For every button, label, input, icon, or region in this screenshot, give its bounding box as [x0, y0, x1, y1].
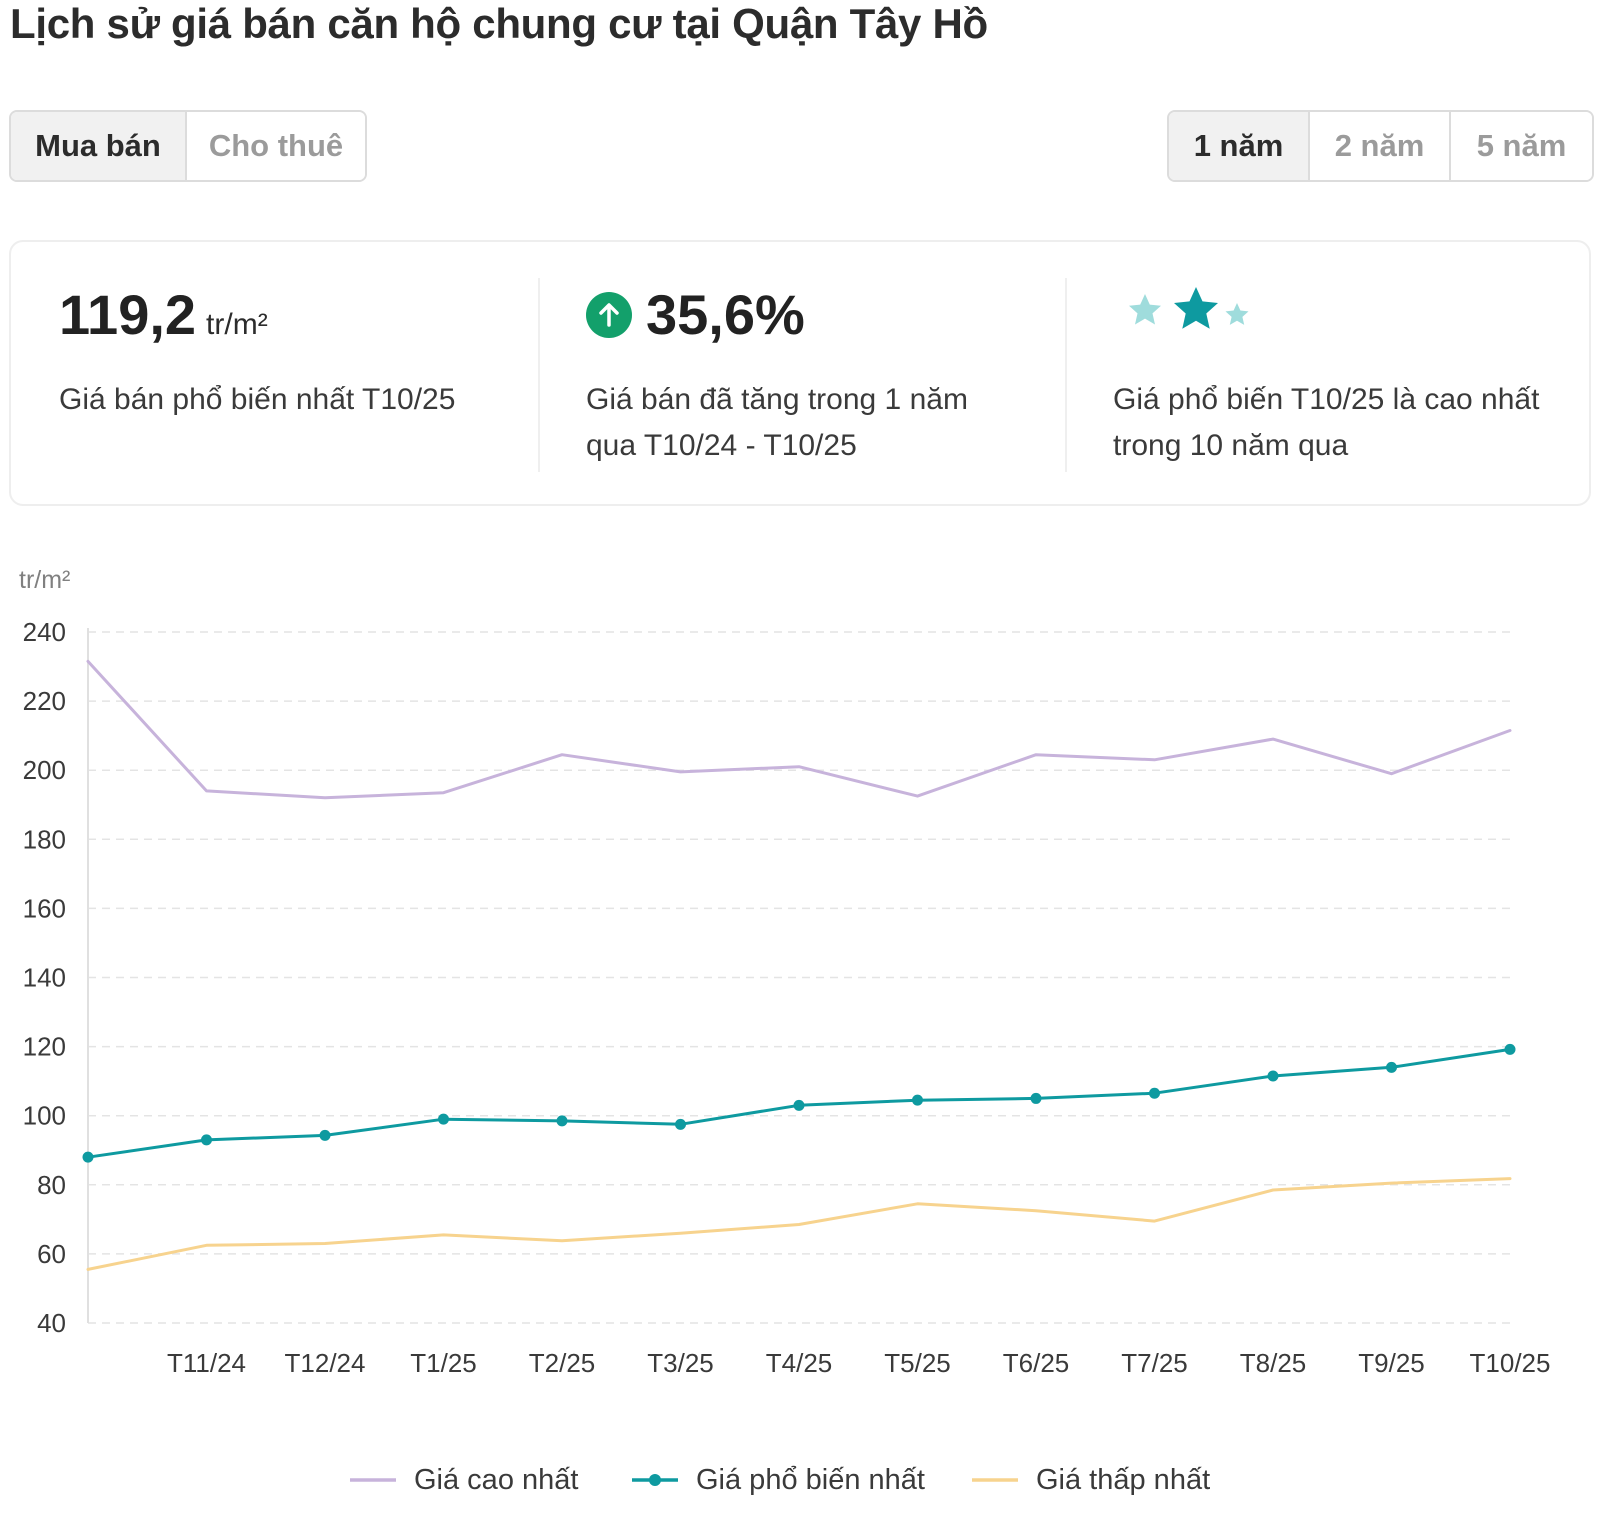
x-tick-label: T5/25 — [884, 1348, 951, 1378]
x-tick-label: T2/25 — [529, 1348, 596, 1378]
legend-item-min[interactable]: Giá thấp nhất — [970, 1460, 1210, 1500]
x-tick-label: T6/25 — [1003, 1348, 1070, 1378]
legend-line-icon — [348, 1470, 398, 1490]
y-tick-label: 220 — [23, 686, 66, 716]
rank-stars — [1125, 286, 1265, 346]
summary-price: 119,2 tr/m² Giá bán phổ biến nhất T10/25 — [11, 242, 538, 504]
legend-line-dot-icon — [630, 1470, 680, 1490]
legend-label-common: Giá phổ biến nhất — [696, 1464, 925, 1497]
data-point[interactable] — [1268, 1070, 1279, 1081]
y-tick-label: 240 — [23, 617, 66, 647]
data-point[interactable] — [912, 1095, 923, 1106]
data-point[interactable] — [438, 1114, 449, 1125]
summary-change: 35,6% Giá bán đã tăng trong 1 năm qua T1… — [538, 242, 1065, 504]
data-point[interactable] — [1505, 1044, 1516, 1055]
rank-caption: Giá phổ biến T10/25 là cao nhất trong 10… — [1113, 377, 1553, 469]
x-tick-label: T4/25 — [766, 1348, 833, 1378]
y-tick-label: 160 — [23, 893, 66, 923]
x-tick-label: T1/25 — [410, 1348, 477, 1378]
tab-mua-ban[interactable]: Mua bán — [11, 112, 187, 180]
legend-label-min: Giá thấp nhất — [1036, 1464, 1210, 1497]
range-1-year[interactable]: 1 năm — [1169, 112, 1310, 180]
star-icon — [1129, 294, 1161, 325]
data-point[interactable] — [1031, 1093, 1042, 1104]
arrow-up-icon — [586, 292, 632, 338]
tab-cho-thue[interactable]: Cho thuê — [187, 112, 365, 180]
y-tick-label: 100 — [23, 1101, 66, 1131]
legend-label-max: Giá cao nhất — [414, 1464, 578, 1497]
change-value: 35,6% — [646, 282, 805, 347]
x-tick-label: T12/24 — [285, 1348, 366, 1378]
summary-card: 119,2 tr/m² Giá bán phổ biến nhất T10/25 … — [9, 240, 1591, 506]
range-5-years[interactable]: 5 năm — [1451, 112, 1592, 180]
range-toggle: 1 năm 2 năm 5 năm — [1167, 110, 1594, 182]
x-tick-label: T11/24 — [167, 1348, 246, 1378]
data-point[interactable] — [201, 1134, 212, 1145]
mode-toggle: Mua bán Cho thuê — [9, 110, 367, 182]
star-icon — [1174, 287, 1218, 329]
y-tick-label: 200 — [23, 755, 66, 785]
x-tick-label: T9/25 — [1358, 1348, 1425, 1378]
y-tick-label: 80 — [37, 1170, 66, 1200]
data-point[interactable] — [675, 1119, 686, 1130]
page-title: Lịch sử giá bán căn hộ chung cư tại Quận… — [10, 0, 988, 48]
x-tick-label: T3/25 — [647, 1348, 714, 1378]
legend-line-icon — [970, 1470, 1020, 1490]
price-caption: Giá bán phổ biến nhất T10/25 — [59, 377, 499, 423]
data-point[interactable] — [83, 1152, 94, 1163]
data-point[interactable] — [1149, 1088, 1160, 1099]
summary-rank: Giá phổ biến T10/25 là cao nhất trong 10… — [1065, 242, 1592, 504]
legend-item-max[interactable]: Giá cao nhất — [348, 1460, 578, 1500]
y-tick-label: 60 — [37, 1239, 66, 1269]
star-icon — [1226, 303, 1249, 325]
x-tick-label: T10/25 — [1470, 1348, 1551, 1378]
series-line-2[interactable] — [88, 1179, 1510, 1270]
x-tick-label: T7/25 — [1121, 1348, 1188, 1378]
legend-item-common[interactable]: Giá phổ biến nhất — [630, 1460, 925, 1500]
price-unit: tr/m² — [206, 308, 268, 341]
data-point[interactable] — [1386, 1062, 1397, 1073]
data-point[interactable] — [794, 1100, 805, 1111]
y-tick-label: 180 — [23, 824, 66, 854]
x-tick-label: T8/25 — [1240, 1348, 1307, 1378]
y-tick-label: 40 — [37, 1308, 66, 1338]
series-line-0[interactable] — [88, 661, 1510, 797]
chart-legend: Giá cao nhất Giá phổ biến nhất Giá thấp … — [0, 1460, 1600, 1500]
range-2-years[interactable]: 2 năm — [1310, 112, 1451, 180]
price-value: 119,2 — [59, 283, 196, 346]
change-caption: Giá bán đã tăng trong 1 năm qua T10/24 -… — [586, 377, 1026, 469]
price-history-chart: 40 60 80 100 120 140 160 180 200 220 240 T11/24 T12/… — [0, 560, 1600, 1420]
data-point[interactable] — [320, 1130, 331, 1141]
data-point[interactable] — [557, 1115, 568, 1126]
y-tick-label: 120 — [23, 1032, 66, 1062]
y-tick-label: 140 — [23, 963, 66, 993]
price-value-row: 119,2 tr/m² — [59, 282, 268, 347]
